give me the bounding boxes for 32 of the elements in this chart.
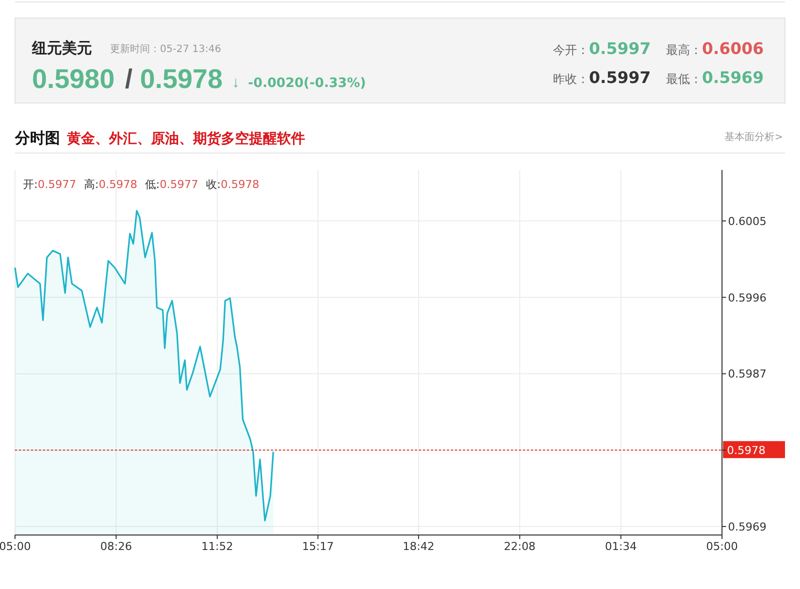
y-tick-label: 0.5987 [728,368,766,381]
annotation: 收:0.5978 [206,178,260,191]
text: 黄金、外汇、原油、期货多空提醒软件 [66,130,305,147]
x-tick-label: 08:26 [100,540,132,553]
text: 0.5978 [140,64,223,94]
x-tick-label: 11:52 [201,540,234,553]
chart-subtitle: 更新时间：05-27 13:46 [110,43,222,55]
chart-title: 纽元美元 [31,39,92,57]
x-tick-label: 05:00 [706,540,738,553]
annotation: 低:0.5977 [145,178,198,191]
annotation: 0.5978 [98,178,138,191]
text: 分时图 [14,129,60,147]
text: 最低：0.5969 [666,68,764,87]
ref-line-label: 0.5978 [727,444,766,458]
text: 最高：0.6006 [666,39,764,58]
text: 高: [84,178,99,191]
text: 今开：0.5997 [553,39,651,58]
y-tick-label: 0.5996 [728,291,766,304]
x-tick-label: 18:42 [402,540,434,553]
x-tick-label: 22:08 [504,540,536,553]
text: 基本面分析> [724,131,783,143]
annotation: 开:0.5977 [23,178,76,191]
text: 0.5980 [32,64,115,94]
y-tick-label: 0.5969 [728,520,766,534]
text: -0.0020(-0.33%) [248,76,366,91]
x-tick-label: 05:00 [0,540,31,553]
text: 昨收：0.5997 [553,68,651,87]
y-tick-label: 0.6005 [728,214,766,228]
x-tick-label: 01:34 [605,540,637,553]
x-tick-label: 15:17 [302,540,334,553]
text: ↓ [232,74,240,91]
text: / [125,64,133,94]
